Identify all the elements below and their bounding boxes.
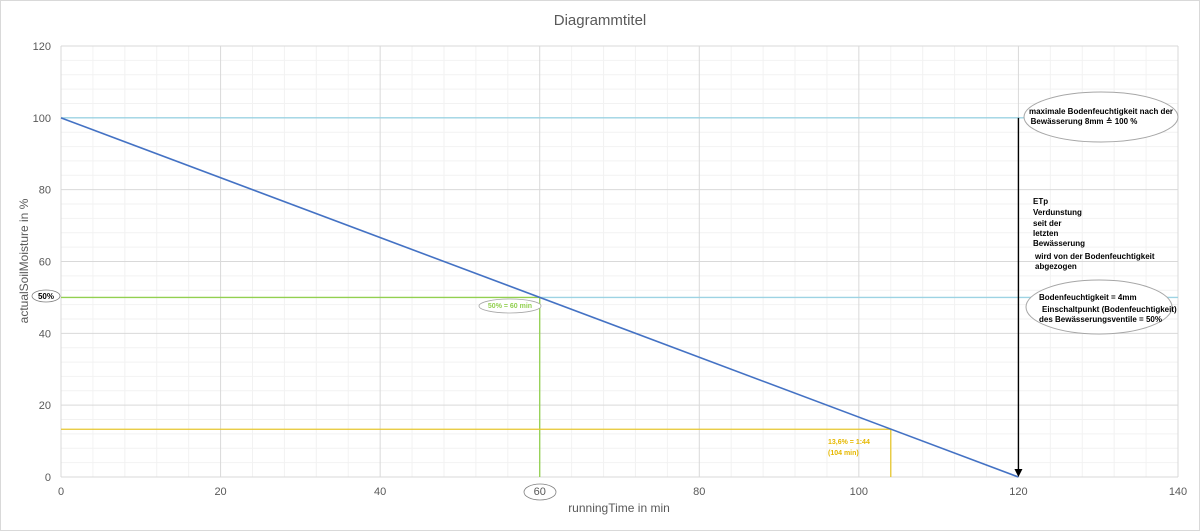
etp-extra-2: abgezogen (1035, 262, 1077, 271)
max-moisture-annotation: maximale Bodenfeuchtigkeit nach der Bewä… (1023, 91, 1179, 143)
threshold-line-1: Bodenfeuchtigkeit = 4mm (1039, 293, 1137, 302)
y-marker-50: 50% (31, 289, 61, 303)
etp-line-5: Bewässerung (1033, 239, 1085, 248)
y-tick-labels: 0 20 40 60 80 100 120 (33, 41, 51, 484)
green-label: 50% = 60 min (478, 298, 542, 314)
etp-line-2: Verdunstung (1033, 208, 1082, 217)
etp-line-1: ETp (1033, 197, 1048, 206)
etp-line-4: letzten (1033, 229, 1058, 238)
max-moisture-ellipse (1023, 91, 1179, 143)
yellow-label-1: 13,6% = 1:44 (828, 439, 870, 446)
y-axis-label: actualSoilMoisture in % (17, 198, 31, 323)
etp-annotation: ETp Verdunstung seit der letzten Bewässe… (1033, 197, 1155, 271)
green-label-text: 50% = 60 min (488, 303, 532, 310)
x-tick-label: 100 (850, 486, 868, 498)
x-tick-label: 60 (534, 486, 546, 498)
series-line (60, 117, 1019, 478)
y-tick-label: 0 (45, 472, 51, 484)
arrow-head (1014, 469, 1023, 477)
y-marker-ellipse (31, 289, 61, 303)
threshold-ellipse (1025, 279, 1173, 335)
green-label-ellipse (478, 298, 542, 314)
x-marker-60-ellipse (523, 483, 557, 501)
x-tick-label: 20 (214, 486, 226, 498)
threshold-annotation: Bodenfeuchtigkeit = 4mm Einschaltpunkt (… (1025, 279, 1177, 335)
evaporation-arrow (1014, 117, 1023, 477)
x-tick-label: 120 (1009, 486, 1027, 498)
x-axis-label: runningTime in min (568, 501, 670, 515)
y-tick-label: 20 (39, 400, 51, 412)
x-tick-label: 140 (1169, 486, 1187, 498)
x-tick-label: 0 (58, 486, 64, 498)
x-tick-label: 80 (693, 486, 705, 498)
max-moisture-line-1: maximale Bodenfeuchtigkeit nach der (1029, 107, 1173, 116)
x-tick-label: 40 (374, 486, 386, 498)
max-moisture-line-2: Bewässerung 8mm ≙ 100 % (1031, 117, 1138, 126)
y-marker-label: 50% (38, 292, 54, 301)
etp-line-3: seit der (1033, 219, 1061, 228)
threshold-line-2: Einschaltpunkt (Bodenfeuchtigkeit) (1042, 305, 1177, 314)
chart-title: Diagrammtitel (554, 12, 647, 29)
y-tick-label: 60 (39, 257, 51, 269)
y-tick-label: 80 (39, 185, 51, 197)
series-lines (60, 117, 1019, 478)
x-tick-labels: 0 20 40 60 80 100 120 140 (58, 486, 1187, 498)
y-tick-label: 120 (33, 41, 51, 53)
etp-extra-1: wird von der Bodenfeuchtigkeit (1034, 252, 1155, 261)
y-tick-label: 40 (39, 328, 51, 340)
yellow-label-2: (104 min) (828, 450, 859, 457)
y-tick-label: 100 (33, 113, 51, 125)
threshold-line-3: des Bewässerungsventile = 50% (1039, 315, 1162, 324)
